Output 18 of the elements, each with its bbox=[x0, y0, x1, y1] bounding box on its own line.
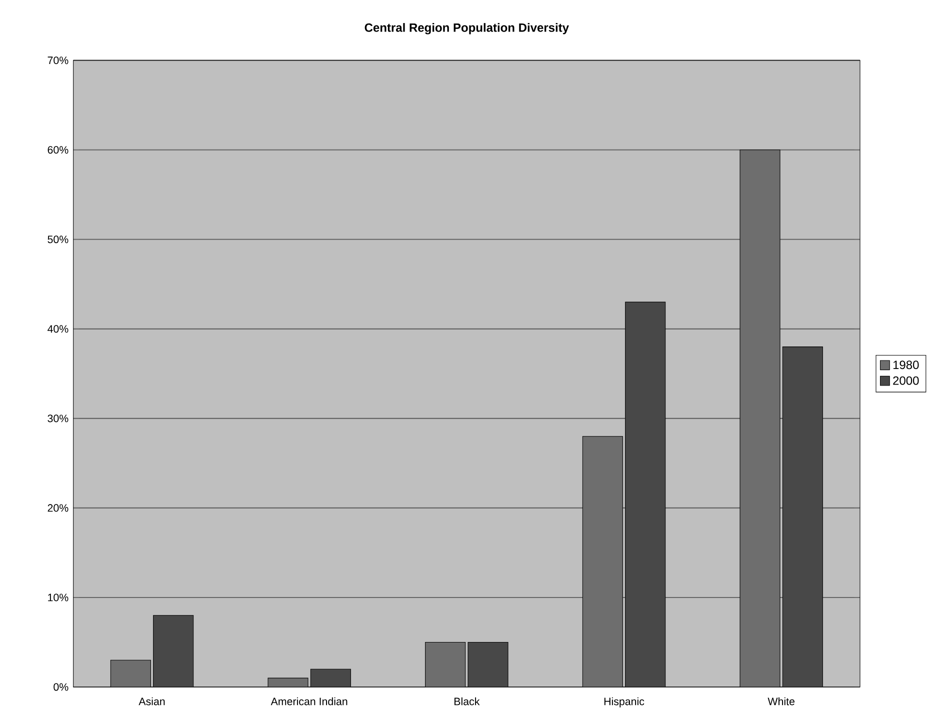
bar bbox=[110, 660, 151, 687]
x-tick-label: Asian bbox=[138, 697, 165, 706]
y-tick-label: 70% bbox=[48, 56, 68, 64]
y-tick-label: 50% bbox=[48, 236, 68, 244]
y-tick-label: 10% bbox=[48, 594, 68, 602]
y-tick-label: 60% bbox=[48, 146, 68, 154]
x-tick-label: Hispanic bbox=[604, 697, 644, 708]
bar bbox=[425, 642, 466, 687]
chart-title: Central Region Population Diversity bbox=[364, 23, 569, 34]
legend-label: 1980 bbox=[893, 360, 919, 370]
y-tick-label: 40% bbox=[48, 325, 68, 333]
legend-label: 2000 bbox=[893, 376, 919, 385]
y-tick-label: 30% bbox=[48, 414, 68, 422]
x-tick-label: White bbox=[768, 697, 794, 706]
x-tick-label: Black bbox=[454, 697, 480, 706]
x-tick-label: American Indian bbox=[270, 697, 348, 706]
y-tick-label: 20% bbox=[48, 504, 68, 512]
y-tick-label: 0% bbox=[54, 683, 68, 691]
